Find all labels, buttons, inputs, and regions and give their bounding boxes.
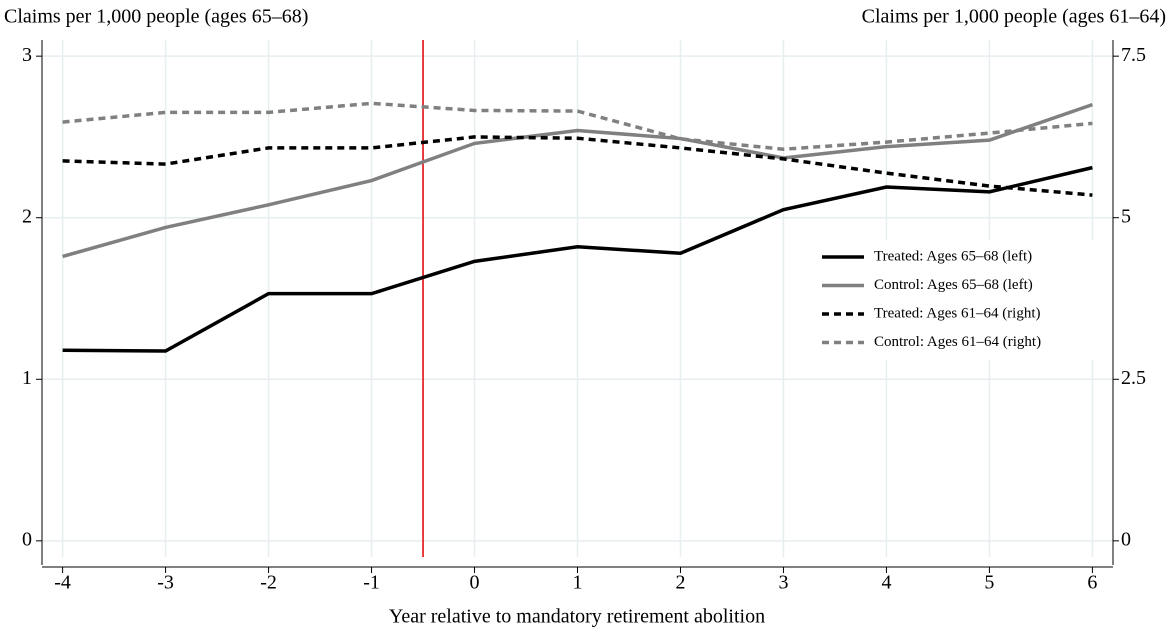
legend-label: Treated: Ages 61–64 (right) [874,305,1041,321]
x-axis-title: Year relative to mandatory retirement ab… [389,606,765,628]
legend-label: Control: Ages 61–64 (right) [874,334,1041,350]
x-tick-label: 1 [573,572,583,594]
x-tick-label: 5 [984,572,994,594]
x-tick-label: -1 [363,572,380,594]
x-tick-label: 4 [881,572,891,594]
legend-label: Control: Ages 65–68 (left) [874,277,1033,293]
x-tick-label: 0 [470,572,480,594]
y-tick-label: 0 [22,528,32,550]
x-tick-label: -2 [260,572,277,594]
legend-label: Treated: Ages 65–68 (left) [874,248,1032,264]
series-line [62,101,1093,151]
series-line [62,165,1093,353]
x-tick-label: 2 [675,572,685,594]
y2-tick-label: 5 [1121,205,1131,227]
y2-tick-label: 7.5 [1121,44,1146,66]
y-tick-label: 2 [22,205,32,227]
y2-tick-label: 2.5 [1121,367,1146,389]
x-tick-label: -3 [157,572,174,594]
x-tick-label: 6 [1087,572,1097,594]
y-tick-label: 1 [22,367,32,389]
series-line [62,135,1093,197]
y-tick-label: 3 [22,44,32,66]
y2-tick-label: 0 [1121,528,1131,550]
legend-box [812,240,1094,360]
x-tick-label: -4 [54,572,71,594]
y-axis-title: Claims per 1,000 people (ages 65–68) [4,6,308,28]
y2-axis-title: Claims per 1,000 people (ages 61–64) [862,6,1166,28]
x-tick-label: 3 [778,572,788,594]
series-line [62,102,1093,259]
